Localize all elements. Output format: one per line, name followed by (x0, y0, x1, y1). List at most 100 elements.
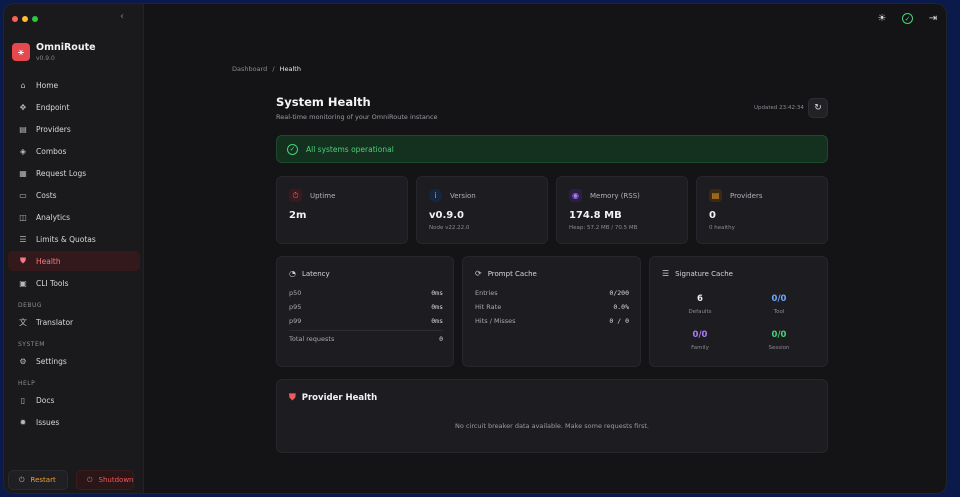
sidebar-item-request-logs[interactable]: ▦ Request Logs (8, 163, 140, 183)
latency-title: Latency (301, 269, 330, 278)
gauge-icon: ◔ (289, 269, 296, 278)
sidebar-item-analytics[interactable]: ◫ Analytics (8, 207, 140, 227)
sidebar-item-cli-tools[interactable]: ▣ CLI Tools (8, 273, 140, 293)
sidebar-item-home[interactable]: ⌂ Home (8, 75, 140, 95)
provider-health-card: ⛊ Provider Health No circuit breaker dat… (276, 379, 828, 453)
theme-toggle-icon[interactable]: ☀ (877, 13, 887, 24)
sidebar-item-label: Endpoint (36, 102, 70, 112)
breadcrumb-dashboard[interactable]: Dashboard (232, 65, 268, 73)
power-icon: ⏻ (19, 475, 25, 484)
sidebar-item-settings[interactable]: ⚙ Settings (8, 351, 140, 371)
brand[interactable]: ⚹ OmniRoute v0.9.0 (12, 42, 96, 62)
prompt-cache-row: Entries 0/200 (475, 289, 629, 297)
prompt-cache-row-label: Hits / Misses (475, 317, 516, 325)
sidebar-item-label: Costs (36, 190, 57, 200)
collapse-sidebar-icon[interactable]: ‹ (120, 11, 124, 22)
prompt-cache-row-label: Hit Rate (475, 303, 502, 311)
sidebar-item-label: Settings (36, 356, 67, 366)
breadcrumb-current: Health (279, 65, 301, 73)
sidebar-item-label: Request Logs (36, 168, 87, 178)
shutdown-label: Shutdown (98, 476, 134, 484)
stat-sub: 0 healthy (709, 225, 735, 231)
shield-icon: ⛊ (289, 393, 296, 403)
prompt-cache-row-value: 0/200 (609, 289, 629, 297)
sidebar-item-translator[interactable]: 文 Translator (8, 312, 140, 332)
power-icon: ⏻ (87, 475, 93, 484)
sidebar-nav: ⌂ Home ✥ Endpoint ▤ Providers ◈ Combos ▦… (8, 75, 140, 434)
sidebar-item-label: Analytics (36, 212, 71, 222)
divider (289, 330, 443, 331)
latency-row: p99 0ms (289, 317, 443, 325)
latency-total-label: Total requests (289, 335, 335, 343)
sidebar-item-endpoint[interactable]: ✥ Endpoint (8, 97, 140, 117)
status-banner-text: All systems operational (306, 144, 394, 154)
section-debug-heading: DEBUG (18, 302, 43, 309)
signature-cell-session: 0/0 Session (744, 330, 814, 351)
refresh-button[interactable]: ↻ (808, 98, 828, 118)
prompt-cache-row-value: 0 / 0 (609, 317, 629, 325)
signature-value: 0/0 (692, 330, 708, 340)
provider-health-title: Provider Health (301, 393, 378, 403)
shutdown-button[interactable]: ⏻ Shutdown (76, 470, 134, 490)
app-version: v0.9.0 (36, 55, 55, 62)
prompt-cache-row: Hits / Misses 0 / 0 (475, 317, 629, 325)
minimize-window-button[interactable] (22, 16, 28, 22)
analytics-icon: ◫ (19, 212, 27, 222)
sidebar-item-combos[interactable]: ◈ Combos (8, 141, 140, 161)
book-icon: ▯ (20, 395, 26, 405)
breadcrumb: Dashboard / Health (232, 65, 301, 73)
prompt-cache-title: Prompt Cache (487, 269, 537, 278)
signature-value: 0/0 (771, 330, 787, 340)
section-system-heading: SYSTEM (18, 341, 45, 348)
providers-icon: ▤ (19, 124, 27, 134)
sidebar-item-providers[interactable]: ▤ Providers (8, 119, 140, 139)
latency-row: p95 0ms (289, 303, 443, 311)
signature-label: Tool (773, 309, 785, 315)
wallet-icon: ▭ (19, 190, 27, 200)
sliders-icon: ☰ (19, 234, 27, 244)
latency-row: p50 0ms (289, 289, 443, 297)
signature-label: Family (691, 345, 709, 351)
restart-button[interactable]: ⏻ Restart (8, 470, 68, 490)
timer-icon: ⏱ (289, 189, 302, 202)
sidebar-item-label: Providers (36, 124, 71, 134)
database-icon: ☰ (662, 269, 670, 278)
breadcrumb-separator: / (272, 65, 275, 73)
sidebar-item-limits-quotas[interactable]: ☰ Limits & Quotas (8, 229, 140, 249)
latency-total-value: 0 (439, 335, 443, 343)
stat-value: v0.9.0 (429, 210, 464, 221)
stat-card-version: i Version v0.9.0 Node v22.22.0 (416, 176, 548, 244)
section-help-heading: HELP (18, 380, 36, 387)
info-icon: i (429, 189, 442, 202)
terminal-icon: ▣ (19, 278, 27, 288)
stat-label: Providers (730, 191, 763, 200)
stat-sub: Heap: 57.2 MB / 70.5 MB (569, 225, 638, 231)
home-icon: ⌂ (20, 80, 26, 90)
latency-card: ◔ Latency p50 0ms p95 0ms p99 0ms Total … (276, 256, 454, 367)
maximize-window-button[interactable] (32, 16, 38, 22)
sidebar-item-label: Home (36, 80, 59, 90)
window-controls (12, 16, 38, 22)
shield-icon: ⛊ (20, 256, 26, 265)
page-title: System Health (276, 95, 371, 109)
latency-row-label: p95 (289, 303, 302, 311)
sidebar: ‹ ⚹ OmniRoute v0.9.0 ⌂ Home ✥ Endpoint ▤… (4, 4, 144, 493)
status-ok-icon[interactable]: ✓ (902, 13, 913, 24)
prompt-cache-row-value: 0.0% (613, 303, 629, 311)
sidebar-item-label: Combos (36, 146, 67, 156)
sidebar-item-health[interactable]: ⛊ Health (8, 251, 140, 271)
gear-icon: ⚙ (19, 356, 27, 366)
sidebar-item-issues[interactable]: ✹ Issues (8, 412, 140, 432)
sidebar-item-docs[interactable]: ▯ Docs (8, 390, 140, 410)
layers-icon: ◈ (19, 146, 27, 156)
stat-card-memory: ◉ Memory (RSS) 174.8 MB Heap: 57.2 MB / … (556, 176, 688, 244)
close-window-button[interactable] (12, 16, 18, 22)
sidebar-item-label: Limits & Quotas (36, 234, 96, 244)
sidebar-item-label: Issues (36, 417, 60, 427)
sidebar-item-costs[interactable]: ▭ Costs (8, 185, 140, 205)
logout-icon[interactable]: ⇥ (928, 13, 938, 24)
signature-cache-title: Signature Cache (675, 269, 733, 278)
server-icon: ▤ (709, 189, 722, 202)
header-actions: ☀ ✓ ⇥ (876, 13, 939, 24)
provider-health-empty: No circuit breaker data available. Make … (455, 422, 649, 430)
